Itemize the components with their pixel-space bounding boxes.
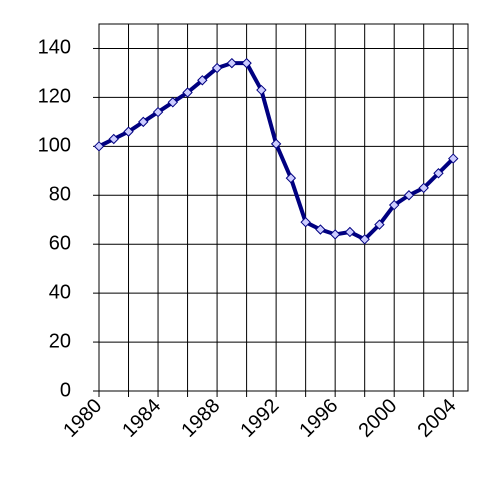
x-tick-label: 2000 (354, 395, 401, 442)
data-point (138, 116, 149, 128)
data-point (374, 219, 385, 230)
data-point (403, 190, 415, 201)
data-point (152, 106, 164, 118)
data-point (344, 226, 356, 238)
data-point (433, 168, 444, 179)
x-tick-label: 1988 (177, 395, 224, 442)
y-tick-label: 120 (38, 86, 71, 108)
data-point (123, 126, 134, 137)
x-tick-label: 1992 (236, 395, 283, 442)
data-point (226, 57, 238, 69)
data-point (197, 75, 208, 86)
data-point (256, 84, 267, 96)
x-tick-label: 1980 (59, 395, 106, 442)
y-tick-label: 100 (38, 135, 71, 157)
x-tick-label: 2004 (413, 395, 460, 442)
data-point (448, 153, 459, 164)
data-point (211, 62, 223, 74)
y-tick-label: 80 (49, 184, 71, 206)
y-tick-label: 40 (49, 281, 71, 303)
data-point (241, 57, 252, 69)
data-point (418, 182, 429, 194)
data-point (315, 224, 326, 235)
data-point (182, 87, 193, 98)
data-point (270, 138, 282, 150)
plot-area (98, 23, 469, 392)
data-point (167, 97, 179, 108)
y-tick-label: 60 (49, 232, 71, 254)
y-tick-label: 0 (60, 379, 71, 401)
data-point (108, 133, 119, 145)
x-tick-label: 1996 (295, 395, 342, 442)
x-tick-label: 1984 (118, 395, 165, 442)
data-point (300, 216, 311, 228)
y-tick-label: 140 (38, 37, 71, 59)
data-point (388, 199, 400, 211)
data-point (359, 234, 370, 245)
data-point (93, 141, 105, 152)
data-point (285, 172, 297, 184)
y-tick-label: 20 (49, 330, 71, 352)
data-point (329, 229, 341, 240)
